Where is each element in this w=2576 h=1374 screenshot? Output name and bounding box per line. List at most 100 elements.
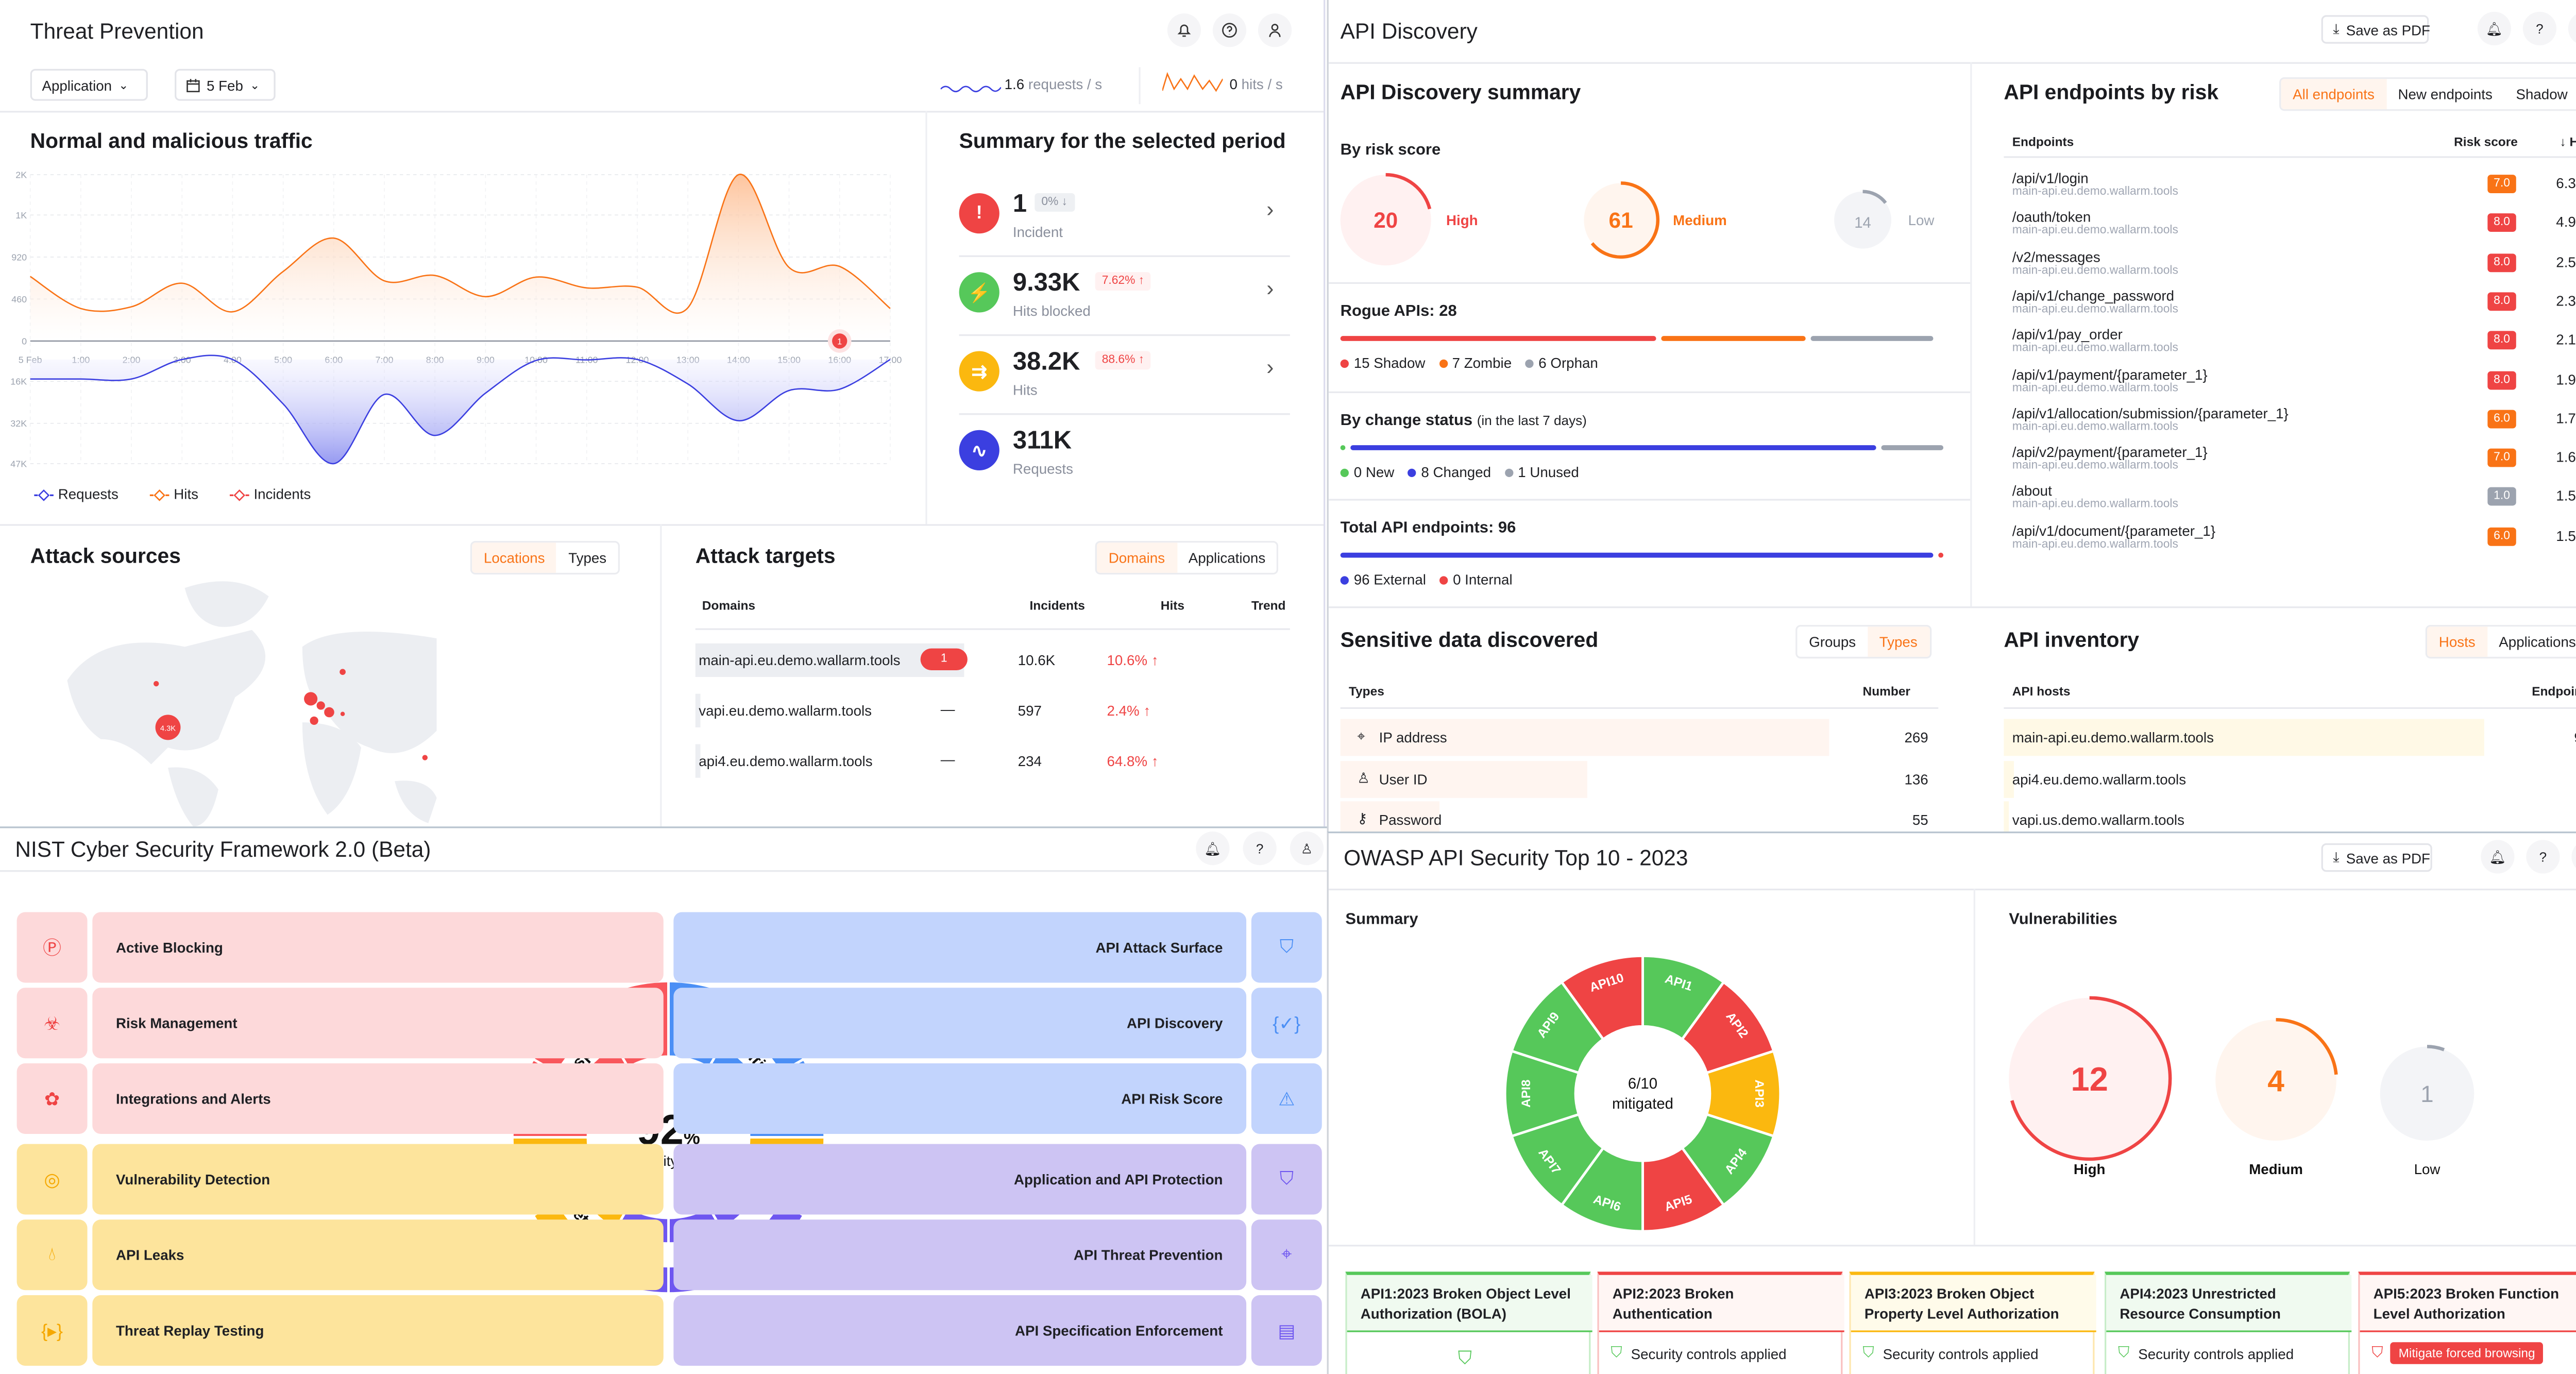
summary-item-incident[interactable]: ! 1 0% ↓ Incident › (959, 190, 1290, 257)
profile-button[interactable]: ♙ (1290, 832, 1324, 866)
sensitive-bar (1340, 719, 1829, 756)
owasp-segment-api10 (1560, 954, 1644, 1041)
sensitive-row[interactable]: ♙ User ID 136 (1340, 760, 1939, 798)
endpoint-row[interactable]: /api/v1/login main-api.eu.demo.wallarm.to… (2004, 169, 2576, 207)
endpoint-path: /api/v1/change_password (2012, 287, 2175, 304)
nist-item-threat-replay-testing[interactable]: Threat Replay Testing (92, 1295, 664, 1366)
endpoint-hits: 2.51K (2556, 253, 2576, 270)
nist-item-api-discovery[interactable]: API Discovery (673, 988, 1247, 1059)
sensitive-label: IP address (1379, 729, 1447, 746)
owasp-card[interactable]: API5:2023 Broken Function Level Authoriz… (2358, 1271, 2576, 1374)
target-row[interactable]: main-api.eu.demo.wallarm.tools 1 10.6K 10.6… (695, 643, 1290, 677)
nist-item-api-leaks[interactable]: API Leaks (92, 1219, 664, 1291)
owasp-segment-label: API8 (1519, 1080, 1533, 1108)
inventory-tabs: Hosts Applications (2425, 624, 2576, 659)
help-button[interactable]: ? (2522, 11, 2557, 46)
help-button[interactable] (1212, 13, 1247, 47)
sensitive-row[interactable]: ⚷ Password 55 (1340, 801, 1939, 832)
legend-incidents[interactable]: -◇- Incidents (229, 485, 311, 502)
nist-item-risk-management[interactable]: Risk Management (92, 988, 664, 1059)
shield-alert-icon: ⛉ (2371, 1344, 2383, 1361)
tab-domains[interactable]: Domains (1096, 542, 1177, 573)
owasp-card[interactable]: API3:2023 Broken Object Property Level A… (1849, 1271, 2096, 1374)
owasp-charts: API1API2API3API4API5API6API7API8API9API1… (1503, 954, 2475, 1233)
tab-types[interactable]: Types (568, 549, 607, 566)
sensitive-row[interactable]: ⌖ IP address 269 (1340, 719, 1939, 756)
tab-groups[interactable]: Groups (1809, 633, 1856, 650)
target-row[interactable]: api4.eu.demo.wallarm.tools — 234 64.8% ↑ (695, 744, 1290, 778)
help-button[interactable]: ? (2526, 840, 2560, 874)
application-dropdown[interactable]: Application ⌄ (30, 69, 148, 101)
endpoint-row[interactable]: /v2/messages main-api.eu.demo.wallarm.too… (2004, 248, 2576, 285)
owasp-card[interactable]: API4:2023 Unrestricted Resource Consumpt… (2105, 1271, 2352, 1374)
nist-item-active-blocking[interactable]: Active Blocking (92, 912, 664, 983)
tab-applications[interactable]: Applications (1188, 549, 1266, 566)
profile-button[interactable]: ♙ (2571, 840, 2576, 874)
bar-segment (1340, 552, 1934, 558)
save-as-pdf-button[interactable]: ⤓ Save as PDF (2321, 15, 2430, 44)
risk-score-badge: 7.0 (2487, 175, 2516, 193)
endpoints-header-risk[interactable]: Risk score (2454, 134, 2518, 150)
low-gauge-arc (1862, 190, 1887, 204)
inventory-row[interactable]: main-api.eu.demo.wallarm.tools 93 (2004, 719, 2576, 756)
tab-all-endpoints[interactable]: All endpoints (2281, 79, 2386, 109)
target-row[interactable]: vapi.eu.demo.wallarm.tools — 597 2.4% ↑ (695, 693, 1290, 727)
world-map[interactable]: 4.3K (33, 580, 437, 827)
legend-item: 96 External (1340, 571, 1426, 588)
endpoint-path: /api/v1/pay_order (2012, 326, 2123, 343)
profile-button[interactable] (1258, 13, 1292, 47)
endpoint-row[interactable]: /api/v2/payment/{parameter_1} main-api.eu… (2004, 444, 2576, 481)
legend-requests[interactable]: -◇- Requests (33, 485, 118, 502)
endpoint-row[interactable]: /about main-api.eu.demo.wallarm.tools 1.0 1… (2004, 483, 2576, 520)
nist-item-api-attack-surface[interactable]: API Attack Surface (673, 912, 1247, 983)
tab-locations[interactable]: Locations (472, 542, 557, 573)
nist-item-vulnerability-detection[interactable]: Vulnerability Detection (92, 1144, 664, 1215)
high-gauge-arc (1385, 173, 1432, 210)
nist-item-application-and-api-protection[interactable]: Application and API Protection (673, 1144, 1247, 1215)
endpoint-row[interactable]: /api/v1/document/{parameter_1} main-api.e… (2004, 522, 2576, 559)
nist-item-api-risk-score[interactable]: API Risk Score (673, 1063, 1247, 1134)
replay-icon: {▸} (16, 1295, 88, 1366)
notifications-button[interactable]: 🔔︎ (2477, 11, 2511, 46)
inventory-host: vapi.us.demo.wallarm.tools (2012, 811, 2184, 828)
endpoint-row[interactable]: /api/v1/pay_order main-api.eu.demo.wallar… (2004, 326, 2576, 363)
endpoint-host: main-api.eu.demo.wallarm.tools (2012, 343, 2178, 355)
owasp-card[interactable]: API1:2023 Broken Object Level Authorizat… (1345, 1271, 1592, 1374)
endpoint-row[interactable]: /api/v1/payment/{parameter_1} main-api.eu… (2004, 365, 2576, 402)
legend-item: 8 Changed (1408, 464, 1491, 481)
requests-sparkline (940, 86, 1002, 93)
risk-score-badge: 6.0 (2487, 409, 2516, 428)
tab-new-endpoints[interactable]: New endpoints (2398, 86, 2493, 103)
endpoint-row[interactable]: /api/v1/allocation/submission/{parameter… (2004, 404, 2576, 442)
legend-item: 7 Zombie (1438, 354, 1512, 371)
target-trend: 64.8% ↑ (1107, 752, 1159, 770)
profile-button[interactable]: ♙ (2568, 11, 2576, 46)
tab-types[interactable]: Types (1867, 626, 1929, 657)
mitigate-button[interactable]: Mitigate forced browsing (2390, 1342, 2544, 1364)
requests-rate: 1.6 requests / s (1004, 75, 1103, 93)
notifications-button[interactable] (1167, 13, 1201, 47)
nist-item-api-specification-enforcement[interactable]: API Specification Enforcement (673, 1295, 1247, 1366)
nist-item-api-threat-prevention[interactable]: API Threat Prevention (673, 1219, 1247, 1291)
save-as-pdf-label: Save as PDF (2346, 849, 2430, 866)
endpoint-row[interactable]: /api/v1/change_password main-api.eu.demo.… (2004, 287, 2576, 324)
save-as-pdf-button[interactable]: ⤓ Save as PDF (2321, 843, 2432, 872)
help-button[interactable]: ? (1243, 832, 1277, 866)
endpoints-header-hits[interactable]: ↓ Hits (2560, 134, 2576, 150)
inventory-row[interactable]: api4.eu.demo.wallarm.tools2 (2004, 760, 2576, 798)
endpoint-row[interactable]: /oauth/token main-api.eu.demo.wallarm.too… (2004, 209, 2576, 246)
owasp-card[interactable]: API2:2023 Broken Authentication ⛉ Security… (1597, 1271, 1844, 1374)
nist-item-integrations-and-alerts[interactable]: Integrations and Alerts (92, 1063, 664, 1134)
tab-hosts[interactable]: Hosts (2427, 626, 2487, 657)
tab-shadow[interactable]: Shadow (2516, 86, 2568, 103)
date-dropdown[interactable]: 5 Feb ⌄ (175, 69, 276, 101)
tab-applications[interactable]: Applications (2499, 633, 2576, 650)
legend-item: 1 Unused (1504, 464, 1579, 481)
legend-hits[interactable]: -◇- Hits (149, 485, 199, 502)
notifications-button[interactable]: 🔔︎ (1196, 832, 1230, 866)
summary-item-hits-blocked[interactable]: ⚡ 9.33K 7.62% ↑ Hits blocked › (959, 269, 1290, 336)
summary-label: Hits (1012, 381, 1038, 398)
summary-item-hits[interactable]: ⇉ 38.2K 88.6% ↑ Hits › (959, 348, 1290, 415)
notifications-button[interactable]: 🔔︎ (2481, 840, 2515, 874)
